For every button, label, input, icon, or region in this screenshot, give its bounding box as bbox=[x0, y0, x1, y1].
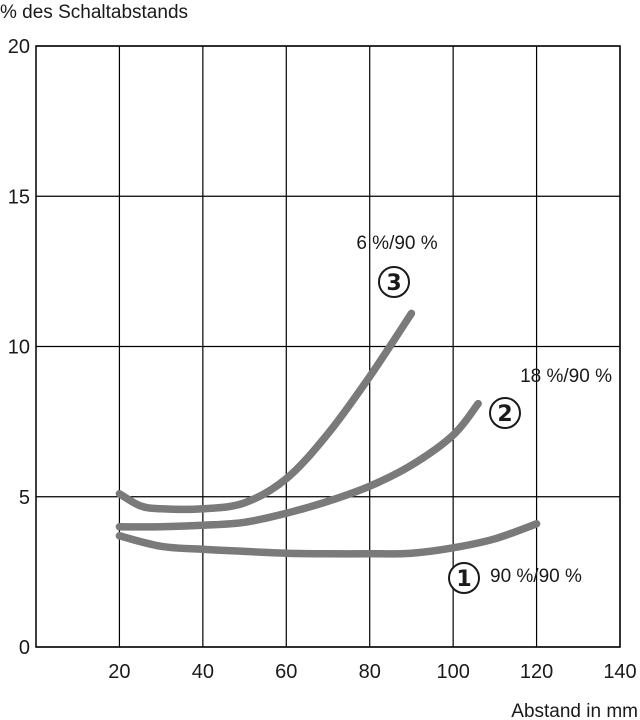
series-marker-number-3: 3 bbox=[386, 271, 401, 296]
x-tick-label-4: 100 bbox=[436, 661, 469, 683]
y-axis-label: % des Schaltabstands bbox=[0, 2, 188, 23]
series-marker-circle-1 bbox=[448, 562, 480, 594]
grid bbox=[35, 45, 621, 648]
series-line-3 bbox=[115, 309, 416, 514]
y-tick-label-0: 0 bbox=[19, 637, 30, 659]
x-tick-label-2: 60 bbox=[275, 661, 297, 683]
series-name-1: 90 %/90 % bbox=[490, 566, 582, 587]
series-lines bbox=[115, 309, 541, 558]
series-label-3: 3 6 %/90 % bbox=[356, 233, 438, 298]
series-annotations: 1 90 %/90 % 2 18 %/90 % 3 6 %/90 % bbox=[356, 233, 612, 594]
x-tick-label-5: 120 bbox=[520, 661, 553, 683]
series-marker-circle-3 bbox=[378, 266, 410, 298]
x-tick-label-1: 40 bbox=[192, 661, 214, 683]
x-tick-label-6: 140 bbox=[603, 661, 636, 683]
series-label-1: 1 90 %/90 % bbox=[448, 562, 582, 594]
x-tick-label-3: 80 bbox=[359, 661, 381, 683]
series-name-2: 18 %/90 % bbox=[520, 366, 612, 387]
series-line-2 bbox=[115, 399, 482, 531]
series-marker-circle-2 bbox=[489, 397, 521, 429]
y-tick-label-3: 15 bbox=[8, 186, 30, 208]
series-marker-number-2: 2 bbox=[497, 402, 512, 427]
plot-frame bbox=[35, 45, 621, 648]
series-line-1 bbox=[115, 520, 541, 558]
y-tick-label-2: 10 bbox=[8, 337, 30, 359]
y-tick-label-4: 20 bbox=[8, 36, 30, 58]
y-tick-label-1: 5 bbox=[19, 487, 30, 509]
x-axis-label: Abstand in mm bbox=[511, 701, 638, 720]
series-name-3: 6 %/90 % bbox=[356, 233, 437, 254]
series-label-2: 2 18 %/90 % bbox=[489, 366, 612, 429]
tick-labels: 0 5 10 15 20 20 40 60 80 100 120 140 bbox=[8, 36, 637, 683]
series-marker-number-1: 1 bbox=[456, 567, 471, 592]
x-tick-label-0: 20 bbox=[108, 661, 130, 683]
